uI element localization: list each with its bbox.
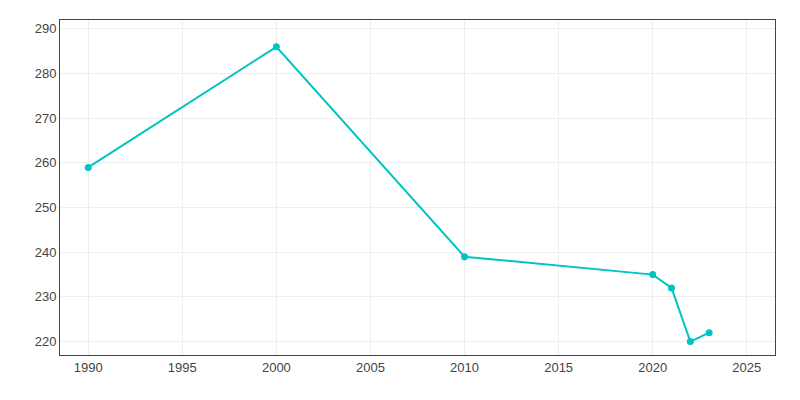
svg-text:290: 290 — [35, 21, 57, 36]
svg-text:2000: 2000 — [262, 360, 291, 375]
svg-text:240: 240 — [35, 245, 57, 260]
svg-text:1995: 1995 — [168, 360, 197, 375]
svg-text:2025: 2025 — [732, 360, 761, 375]
svg-text:230: 230 — [35, 289, 57, 304]
svg-text:2010: 2010 — [450, 360, 479, 375]
svg-text:1990: 1990 — [74, 360, 103, 375]
svg-text:280: 280 — [35, 66, 57, 81]
svg-text:2005: 2005 — [356, 360, 385, 375]
svg-text:220: 220 — [35, 334, 57, 349]
svg-text:2015: 2015 — [544, 360, 573, 375]
svg-text:250: 250 — [35, 200, 57, 215]
svg-text:2020: 2020 — [638, 360, 667, 375]
svg-text:260: 260 — [35, 155, 57, 170]
svg-text:270: 270 — [35, 111, 57, 126]
